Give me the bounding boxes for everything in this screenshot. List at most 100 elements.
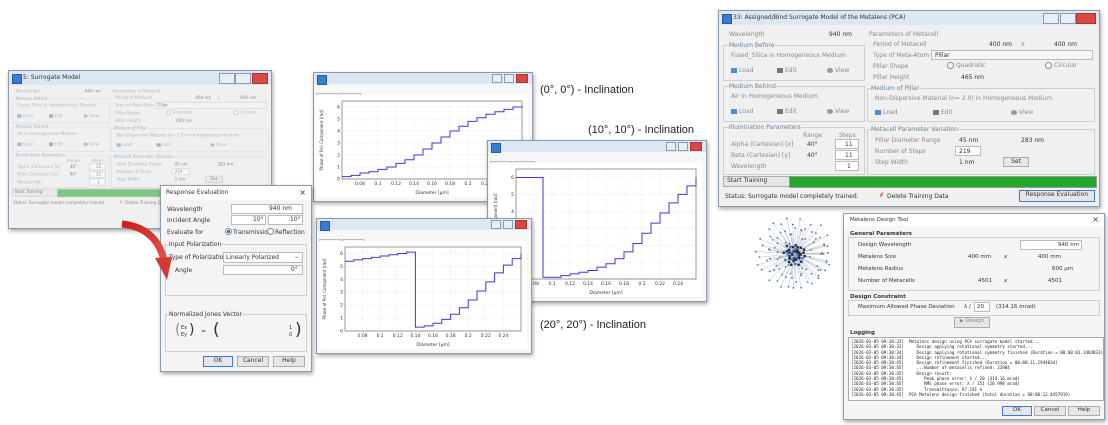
network-node — [775, 264, 778, 267]
icon — [933, 110, 939, 115]
title-bar: Response Evaluation × — [161, 186, 311, 200]
y-axis-label: Phase of Pol. Component [rad] — [319, 109, 324, 170]
button[interactable]: Help — [1068, 406, 1100, 416]
x-tick-label: 0.24 — [673, 281, 683, 287]
button[interactable]: Set — [1003, 157, 1029, 167]
network-node — [759, 237, 762, 240]
network-node — [809, 255, 811, 258]
x-tick-label: 0.16 — [428, 333, 438, 339]
span: Edit — [785, 67, 797, 74]
network-node — [779, 231, 782, 234]
network-node — [828, 263, 831, 266]
label: 45 nm — [959, 137, 979, 144]
label: Pillar Shape — [873, 63, 909, 70]
button[interactable]: Set — [204, 175, 223, 183]
button[interactable]: Cancel — [237, 356, 269, 367]
network-link — [794, 245, 828, 255]
label: 219 — [959, 148, 971, 155]
label: Metalens Size — [858, 254, 896, 260]
label: Number of Metacells — [858, 278, 915, 284]
button[interactable]: Response Evaluation — [1019, 190, 1095, 202]
span: Edit — [54, 113, 63, 119]
label: 10° — [253, 216, 264, 223]
span: Load — [22, 113, 33, 119]
label: Edit — [49, 113, 63, 119]
label: Angle — [175, 267, 193, 274]
label: Delete Training Data — [124, 200, 168, 206]
network-node — [791, 276, 793, 279]
label: 1 — [847, 163, 851, 170]
tab-bar — [319, 232, 399, 266]
button[interactable]: Help — [273, 356, 305, 367]
group-box — [111, 128, 269, 152]
network-link — [759, 253, 796, 258]
button[interactable]: ▶ Design — [954, 317, 990, 328]
input-box — [223, 265, 303, 275]
button[interactable]: Cancel — [1034, 406, 1066, 416]
span: Edit — [941, 109, 953, 116]
label: 40° — [69, 172, 78, 178]
x-axis-label: Diameter [µm] — [415, 190, 448, 196]
label: Metacell Parameter Variation — [113, 154, 174, 160]
network-node — [811, 282, 813, 285]
network-node — [800, 272, 803, 275]
input-box — [89, 170, 106, 178]
close-icon[interactable]: × — [299, 188, 306, 197]
x-tick-label: 0.14 — [583, 281, 593, 287]
network-core — [794, 249, 797, 253]
label: Non-Dispersive Material (n= 2.0) in Homo… — [116, 132, 239, 138]
network-node — [785, 217, 788, 220]
label: Beta (Cartesian) [y] — [17, 172, 59, 178]
network-node — [773, 246, 776, 249]
label: 10° — [290, 216, 301, 223]
input-box — [955, 146, 981, 156]
icon — [827, 109, 833, 114]
title-bar — [317, 219, 531, 231]
icon — [1011, 110, 1017, 115]
label: 600 µm — [1052, 266, 1074, 272]
network-node — [819, 236, 821, 239]
network-link — [770, 236, 796, 255]
network-node — [820, 224, 823, 227]
label: 4501 — [978, 278, 992, 284]
span: Circular — [1054, 62, 1078, 69]
label: ⌄ — [294, 253, 300, 260]
network-node — [800, 228, 802, 231]
div: Wavelength 940 nm Medium Before Fused_Si… — [719, 11, 1099, 206]
label: 20 — [977, 304, 984, 310]
network-node — [788, 242, 791, 245]
span: Quadratic — [956, 62, 986, 69]
network-link — [794, 253, 830, 265]
icon — [49, 142, 54, 147]
network-node — [756, 263, 759, 266]
network-link — [773, 253, 796, 271]
button[interactable]: Start Training — [11, 188, 58, 197]
label: 11 — [845, 141, 853, 148]
y-tick-label: 4 — [511, 209, 514, 215]
y-tick-label: 3 — [337, 141, 340, 147]
log-line: [2026-03-05 09:30:45] ...Number of metac… — [851, 365, 1010, 371]
network-core — [796, 256, 799, 259]
title-bar: Metalens Design Tool × — [844, 214, 1104, 226]
label: 4501 — [1048, 278, 1062, 284]
button[interactable]: OK — [203, 356, 233, 367]
network-core — [796, 246, 799, 249]
button[interactable]: OK — [1002, 406, 1032, 416]
log-line: [2026-03-05 09:30:34] Design applying ro… — [851, 349, 1104, 355]
phase-line — [345, 251, 522, 328]
x-tick-label: 0.2 — [465, 333, 472, 339]
network-node — [822, 253, 825, 255]
network-node — [773, 269, 776, 272]
label: Step Width — [875, 159, 908, 166]
window-control — [666, 142, 676, 151]
span: Load — [739, 67, 754, 74]
button[interactable]: Start Training — [723, 176, 790, 187]
label: Medium Behind — [15, 124, 49, 130]
network-core — [786, 253, 790, 256]
span: View — [216, 142, 226, 148]
label: 940 nm — [269, 205, 293, 212]
network-core — [796, 250, 799, 254]
network-node — [813, 241, 815, 244]
label: View — [83, 142, 99, 147]
